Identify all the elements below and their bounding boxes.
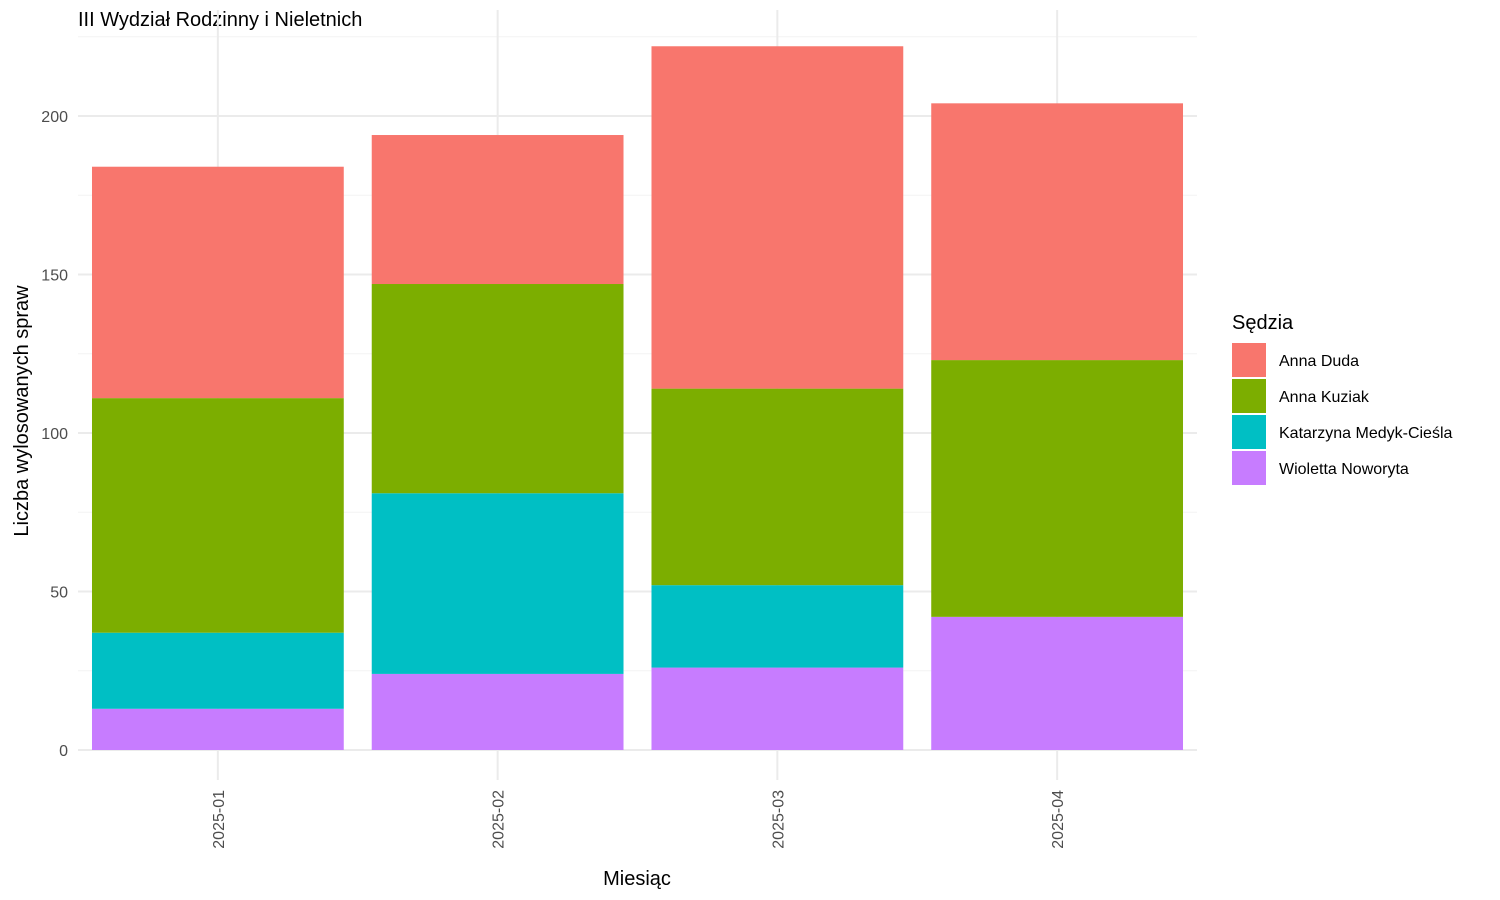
chart-title: III Wydział Rodzinny i Nieletnich [78,9,362,31]
legend-label: Wioletta Noworyta [1279,461,1409,478]
bar-2025-02-katarzyna-medyk-cieśla [371,493,624,674]
y-axis-title: Liczba wylosowanych spraw [11,285,33,537]
bar-2025-04-anna-kuziak [931,360,1184,617]
legend-label: Anna Duda [1279,353,1359,370]
legend: Sędzia Anna Duda Anna Kuziak Katarzyna Med… [1232,312,1453,485]
y-tick-label: 0 [59,743,68,760]
bars [91,46,1184,750]
bar-2025-03-anna-kuziak [651,388,904,586]
bar-2025-04-wioletta-noworyta [931,616,1184,750]
bar-2025-03-wioletta-noworyta [651,667,904,750]
x-tick-label: 2025-01 [211,790,228,849]
legend-swatch [1232,379,1266,413]
legend-swatch [1232,415,1266,449]
legend-swatch [1232,451,1266,485]
legend-swatch [1232,343,1266,377]
y-tick-label: 50 [50,585,68,602]
bar-2025-03-anna-duda [651,46,904,389]
bar-2025-01-anna-duda [91,166,344,399]
bar-2025-03-katarzyna-medyk-cieśla [651,585,904,668]
bar-2025-02-wioletta-noworyta [371,673,624,750]
legend-label: Katarzyna Medyk-Cieśla [1279,425,1453,442]
legend-label: Anna Kuziak [1279,389,1370,406]
y-tick-label: 150 [41,268,68,285]
y-axis-ticks: 0 50 100 150 200 [41,109,68,760]
x-axis-ticks: 2025-01 2025-02 2025-03 2025-04 [211,790,1067,849]
bar-2025-02-anna-duda [371,135,624,285]
bar-2025-02-anna-kuziak [371,284,624,494]
bar-2025-01-wioletta-noworyta [91,708,344,750]
legend-title: Sędzia [1232,312,1294,334]
y-tick-label: 200 [41,109,68,126]
x-tick-label: 2025-02 [491,790,508,849]
x-tick-label: 2025-04 [1050,790,1067,849]
y-tick-label: 100 [41,426,68,443]
x-tick-label: 2025-03 [770,790,787,849]
bar-2025-01-katarzyna-medyk-cieśla [91,632,344,709]
x-axis-title: Miesiąc [603,868,671,890]
bar-2025-01-anna-kuziak [91,398,344,633]
bar-2025-04-anna-duda [931,103,1184,361]
